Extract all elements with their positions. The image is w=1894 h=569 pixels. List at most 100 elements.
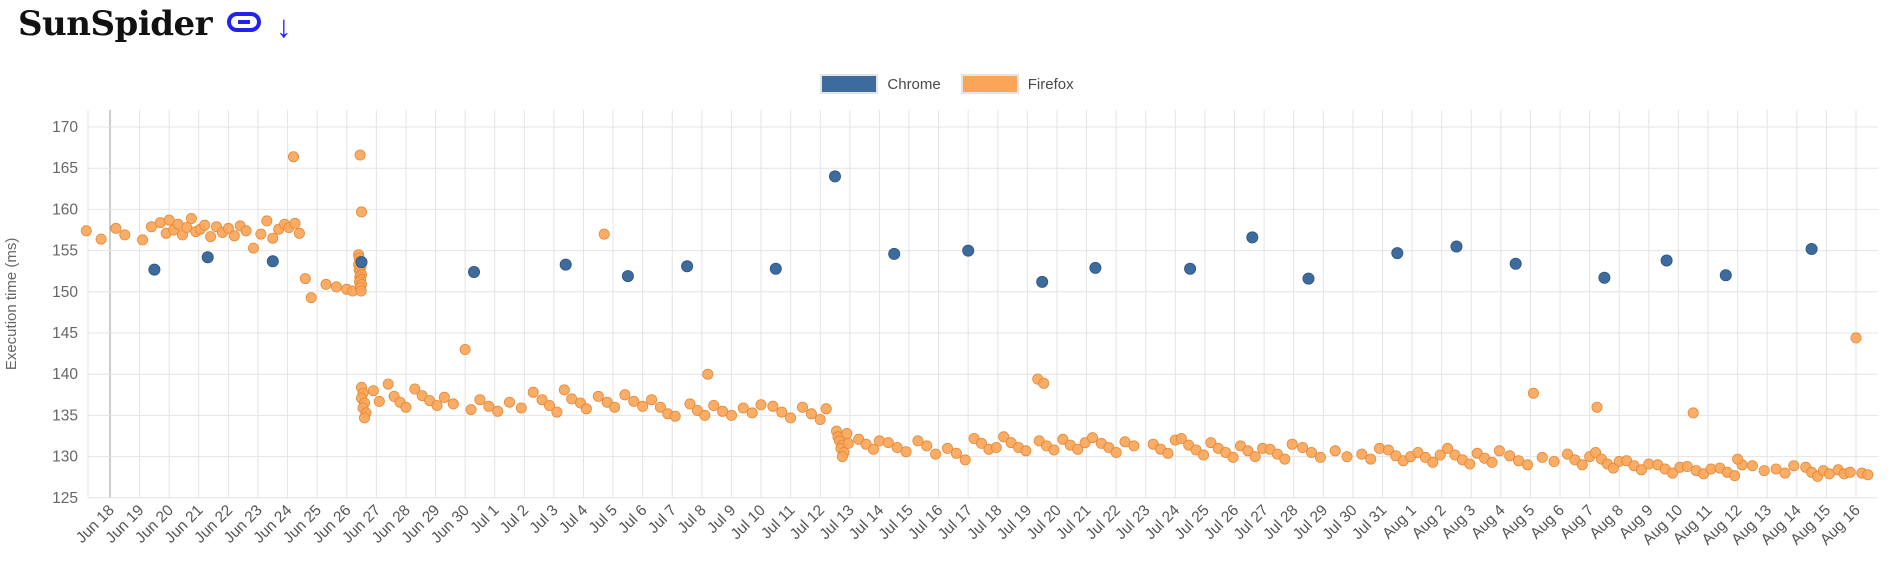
firefox-point	[205, 231, 217, 243]
x-tick-label: Jul 5	[586, 502, 621, 537]
chrome-point	[962, 244, 975, 257]
firefox-point	[320, 278, 332, 290]
firefox-point	[95, 233, 107, 245]
down-arrow-icon[interactable]: ↓	[276, 8, 292, 44]
firefox-point	[776, 406, 788, 418]
firefox-point	[1175, 432, 1187, 444]
firefox-point	[684, 398, 696, 410]
x-tick-label: Jul 1	[467, 502, 502, 537]
y-tick-label: 165	[52, 160, 78, 177]
firefox-point	[942, 442, 954, 454]
chrome-point	[681, 260, 694, 273]
chrome-point	[201, 251, 214, 264]
permalink-icon[interactable]	[226, 9, 262, 40]
x-tick-label: Jul 10	[728, 502, 770, 544]
chrome-point	[1660, 254, 1673, 267]
firefox-point	[900, 446, 912, 458]
firefox-point	[355, 206, 367, 218]
firefox-point	[1434, 449, 1446, 461]
firefox-point	[1758, 465, 1770, 477]
firefox-point	[358, 412, 370, 424]
y-tick-label: 130	[52, 449, 78, 466]
firefox-point	[247, 242, 259, 254]
chart-legend: Chrome Firefox	[0, 74, 1894, 94]
firefox-point	[1770, 463, 1782, 475]
firefox-point	[181, 221, 193, 233]
firefox-point	[1279, 453, 1291, 465]
firefox-point	[1862, 469, 1874, 481]
x-tick-label: Jul 31	[1349, 502, 1390, 543]
firefox-point	[1297, 441, 1309, 453]
firefox-point	[261, 215, 273, 227]
firefox-point	[536, 394, 548, 406]
firefox-point	[628, 395, 640, 407]
firefox-point	[373, 395, 385, 407]
legend-item-firefox[interactable]: Firefox	[960, 74, 1074, 94]
firefox-point	[637, 400, 649, 412]
firefox-point	[1635, 464, 1647, 476]
firefox-point	[767, 400, 779, 412]
firefox-point	[163, 214, 175, 226]
firefox-point	[1527, 387, 1539, 399]
firefox-point	[841, 427, 853, 439]
page-title: SunSpider	[18, 4, 213, 44]
firefox-point	[566, 393, 578, 405]
firefox-point	[1365, 453, 1377, 465]
x-tick-label: Jul 3	[527, 502, 562, 537]
firefox-point	[1562, 448, 1574, 460]
firefox-point	[1341, 451, 1353, 463]
chrome-point	[148, 263, 161, 276]
chrome-point	[621, 270, 634, 283]
firefox-point	[367, 385, 379, 397]
legend-swatch-chrome	[820, 74, 879, 94]
firefox-point	[1306, 446, 1318, 458]
firefox-point	[609, 401, 621, 413]
firefox-point	[959, 454, 971, 466]
chrome-point	[266, 255, 279, 268]
firefox-point	[580, 403, 592, 415]
firefox-point	[1314, 451, 1326, 463]
legend-label: Firefox	[1027, 75, 1074, 93]
firefox-point	[465, 404, 477, 416]
firefox-point	[1356, 448, 1368, 460]
legend-item-chrome[interactable]: Chrome	[820, 74, 941, 94]
firefox-point	[1779, 467, 1791, 479]
firefox-point	[842, 437, 854, 449]
firefox-point	[598, 228, 610, 240]
firefox-point	[921, 440, 933, 452]
firefox-point	[912, 435, 924, 447]
firefox-point	[199, 219, 211, 231]
firefox-point	[459, 343, 471, 355]
x-tick-label: Jul 4	[556, 502, 591, 537]
firefox-point	[592, 390, 604, 402]
firefox-point	[1536, 451, 1548, 463]
firefox-point	[708, 399, 720, 411]
firefox-point	[137, 234, 149, 246]
x-tick-label: Jul 2	[497, 502, 532, 537]
firefox-point	[1486, 456, 1498, 468]
firefox-point	[1576, 459, 1588, 471]
firefox-point	[267, 232, 279, 244]
firefox-point	[1249, 451, 1261, 463]
chrome-point	[1509, 257, 1522, 270]
firefox-point	[1464, 458, 1476, 470]
firefox-point	[976, 437, 988, 449]
firefox-point	[287, 151, 299, 163]
firefox-point	[805, 408, 817, 420]
firefox-point	[354, 149, 366, 161]
firefox-point	[785, 412, 797, 424]
firefox-point	[1048, 444, 1060, 456]
firefox-point	[882, 437, 894, 449]
chrome-point	[829, 170, 842, 183]
firefox-point	[654, 401, 666, 413]
firefox-point	[1513, 455, 1525, 467]
firefox-point	[1205, 437, 1217, 449]
firefox-point	[820, 403, 832, 415]
firefox-point	[1687, 407, 1699, 419]
firefox-point	[119, 229, 131, 241]
firefox-point	[1382, 444, 1394, 456]
firefox-point	[1087, 432, 1099, 444]
firefox-point	[492, 405, 504, 417]
firefox-point	[80, 225, 92, 237]
